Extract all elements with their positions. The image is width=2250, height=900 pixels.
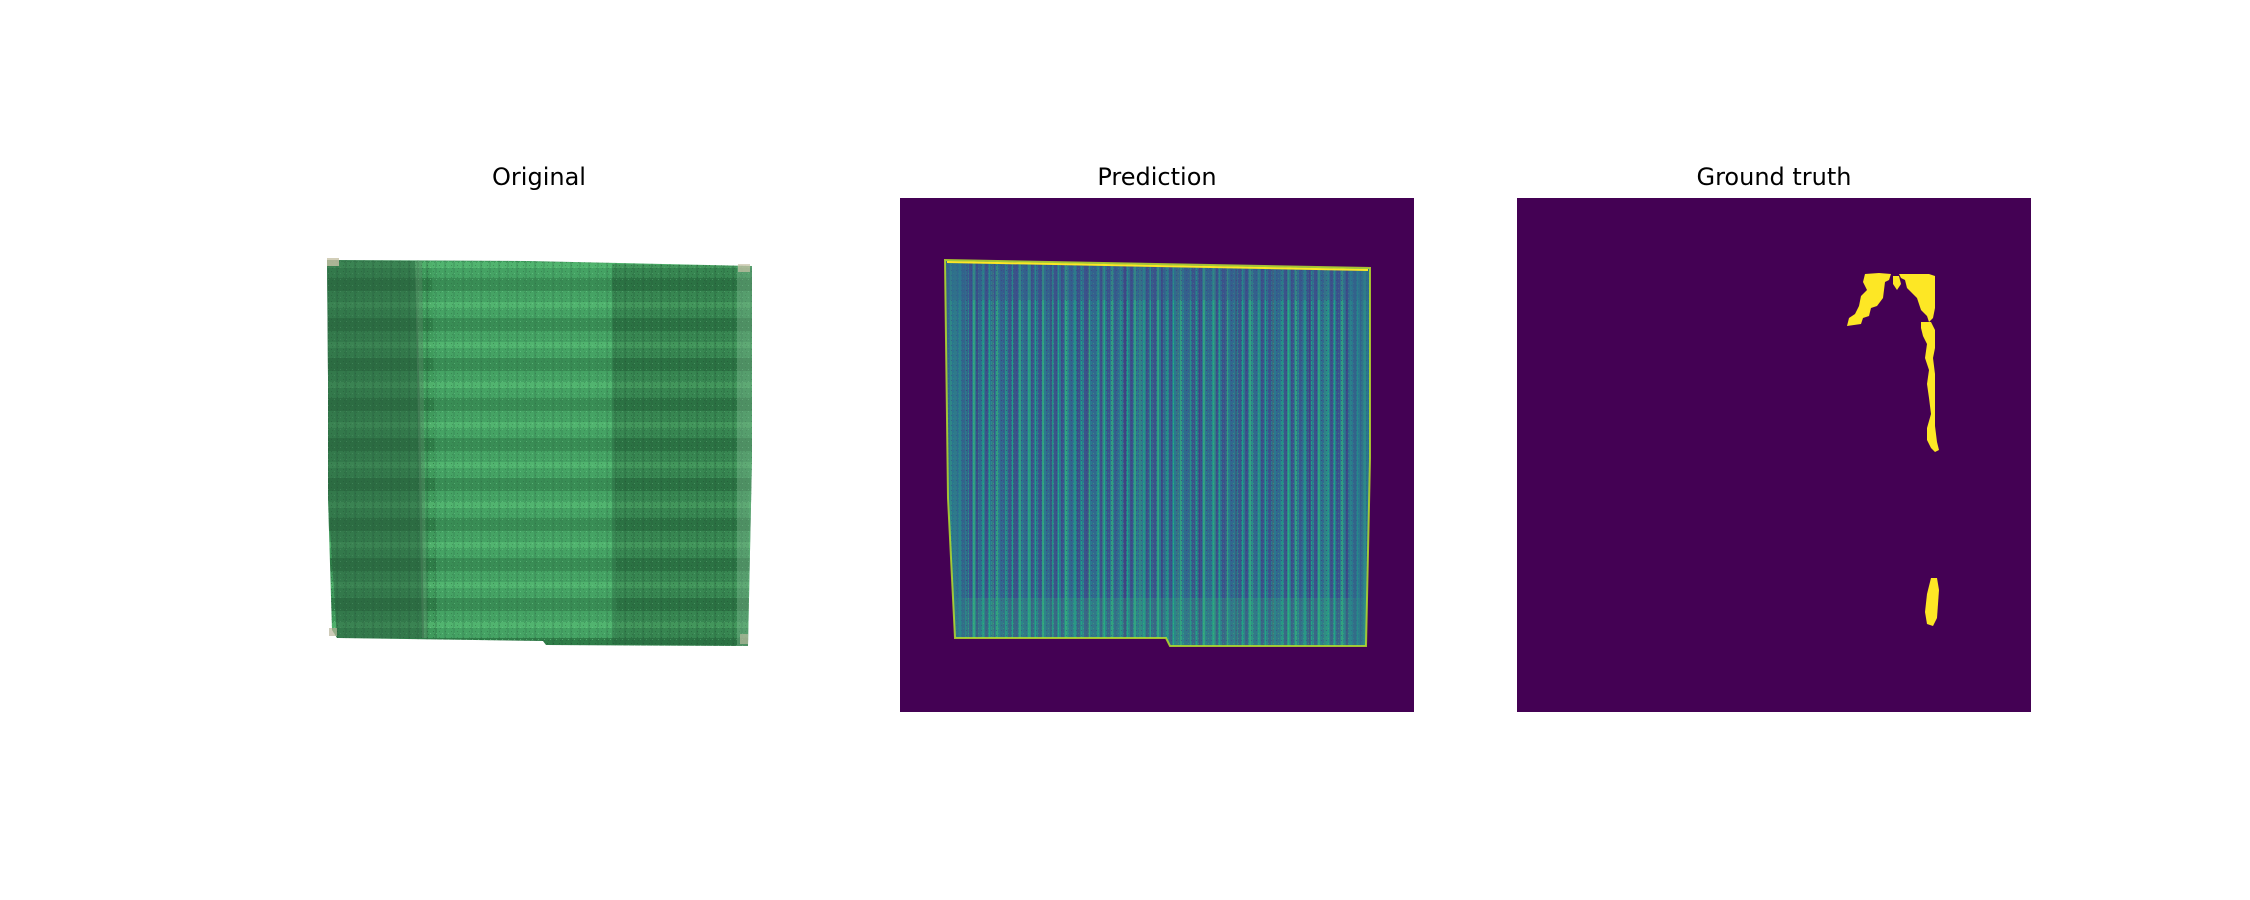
original-image-frame (282, 198, 796, 712)
panel-ground-truth: Ground truth (1517, 0, 2031, 900)
ground-truth-region-lower (1925, 578, 1939, 626)
ground-truth-background (1517, 198, 2031, 712)
original-field-image (327, 258, 752, 646)
ground-truth-region-top-right (1899, 274, 1935, 322)
ground-truth-region-top (1847, 273, 1891, 326)
panel-title-original: Original (492, 163, 586, 191)
ground-truth-image-frame (1517, 198, 2031, 712)
ground-truth-region-vertical (1921, 322, 1939, 452)
prediction-heatmap (900, 198, 1414, 712)
ground-truth-mask (1517, 198, 2031, 712)
prediction-image-frame (900, 198, 1414, 712)
panel-original: Original (282, 0, 796, 900)
panel-title-ground-truth: Ground truth (1696, 163, 1852, 191)
panel-prediction: Prediction (900, 0, 1414, 900)
panel-title-prediction: Prediction (1097, 163, 1217, 191)
